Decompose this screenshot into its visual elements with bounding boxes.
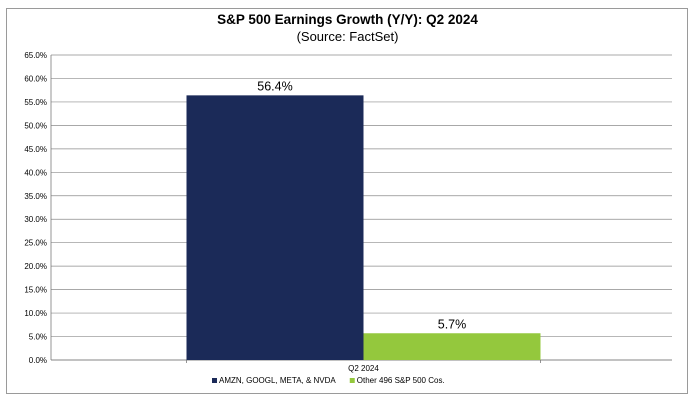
y-tick-label: 5.0%: [29, 333, 47, 342]
bar-other-496: [363, 333, 541, 360]
y-tick-label: 20.0%: [24, 262, 47, 271]
chart-title: S&P 500 Earnings Growth (Y/Y): Q2 2024: [217, 12, 478, 27]
legend-label: Other 496 S&P 500 Cos.: [357, 376, 445, 385]
legend-swatch: [212, 378, 217, 383]
y-tick-label: 10.0%: [24, 309, 47, 318]
y-tick-label: 60.0%: [24, 74, 47, 83]
bar-amzn-googl-meta-nvda: [186, 95, 364, 360]
data-label: 56.4%: [257, 79, 292, 93]
y-tick-label: 15.0%: [24, 286, 47, 295]
chart-frame: [6, 8, 688, 394]
y-tick-label: 40.0%: [24, 168, 47, 177]
x-tick-label: Q2 2024: [348, 364, 379, 373]
y-tick-label: 35.0%: [24, 192, 47, 201]
y-tick-label: 30.0%: [24, 215, 47, 224]
y-tick-label: 50.0%: [24, 121, 47, 130]
y-tick-label: 65.0%: [24, 51, 47, 60]
legend-label: AMZN, GOOGL, META, & NVDA: [219, 376, 336, 385]
legend-swatch: [349, 378, 355, 383]
y-tick-label: 0.0%: [29, 356, 47, 365]
y-tick-label: 25.0%: [24, 239, 47, 248]
chart-subtitle: (Source: FactSet): [296, 29, 399, 44]
data-label: 5.7%: [438, 317, 467, 331]
y-tick-label: 55.0%: [24, 98, 47, 107]
y-tick-label: 45.0%: [24, 145, 47, 154]
